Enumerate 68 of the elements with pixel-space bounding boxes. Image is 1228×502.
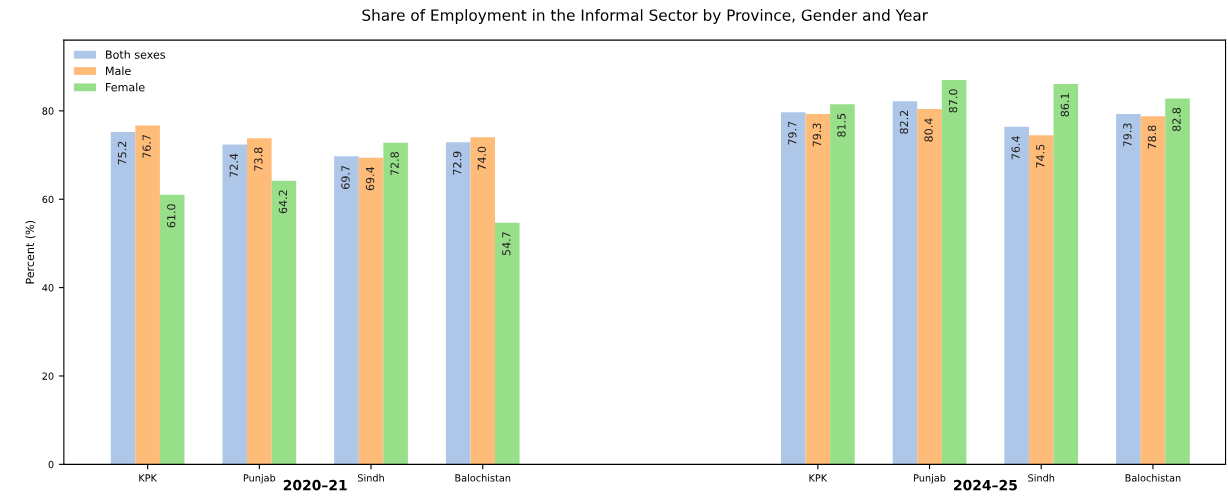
data-label: 87.0	[948, 89, 958, 113]
data-label: 80.4	[924, 118, 933, 142]
data-label: 72.9	[452, 151, 462, 175]
data-label: 82.8	[1172, 107, 1181, 132]
bar	[941, 79, 967, 465]
data-label: 61.0	[167, 204, 176, 228]
bar	[1004, 126, 1029, 465]
bar	[159, 194, 185, 465]
y-tick-label: 0	[48, 460, 54, 469]
data-label: 79.3	[1123, 123, 1132, 147]
data-label: 73.8	[254, 147, 263, 171]
y-axis-title: Percent (%)	[25, 220, 36, 284]
data-label: 79.7	[788, 121, 797, 145]
bar	[222, 144, 248, 465]
x-tick-label: Punjab	[914, 474, 946, 484]
data-label: 82.2	[899, 110, 909, 134]
legend-label: Female	[106, 82, 145, 92]
text: 2020–21	[283, 479, 347, 491]
bar	[383, 142, 408, 465]
x-tick-label: KPK	[139, 474, 158, 482]
bar	[1053, 83, 1079, 465]
x-tick-label: KPK	[809, 474, 828, 482]
data-label: 72.4	[229, 153, 238, 177]
bar	[445, 142, 471, 465]
legend-label: Both sexes	[106, 50, 166, 59]
bar	[892, 101, 918, 465]
data-label: 74.5	[1036, 144, 1045, 168]
data-label: 86.1	[1060, 93, 1070, 117]
bar	[247, 138, 272, 465]
bar	[1028, 135, 1054, 465]
text: 2024–25	[954, 479, 1017, 491]
data-label: 81.5	[837, 113, 846, 137]
x-tick-label: Sindh	[1028, 474, 1055, 482]
data-label: 76.7	[142, 134, 151, 158]
data-label: 69.7	[341, 165, 350, 189]
bar	[358, 157, 384, 465]
data-label: 54.7	[502, 232, 511, 256]
bar	[470, 137, 496, 465]
bar	[780, 112, 806, 465]
bar	[495, 222, 520, 465]
data-label: 75.2	[117, 141, 127, 165]
bar	[1165, 98, 1190, 465]
data-label: 79.3	[812, 123, 822, 147]
bar	[917, 109, 942, 465]
data-label: 64.2	[278, 190, 288, 214]
data-label: 74.0	[477, 146, 486, 170]
data-label: 76.4	[1011, 135, 1020, 160]
bar	[334, 156, 359, 465]
x-tick-label: Balochistan	[455, 474, 511, 482]
y-tick-label: 80	[42, 107, 54, 115]
bar	[805, 113, 831, 465]
bar	[110, 132, 136, 465]
data-label: 69.4	[365, 166, 375, 191]
data-label: 78.8	[1147, 125, 1157, 149]
y-tick-label: 40	[42, 284, 54, 292]
data-label: 72.8	[390, 152, 399, 176]
x-tick-label: Sindh	[357, 474, 384, 482]
bar	[1140, 116, 1166, 465]
x-tick-label: Punjab	[243, 474, 276, 484]
y-tick-label: 60	[42, 195, 54, 204]
y-tick-label: 20	[42, 372, 54, 380]
bar	[271, 180, 297, 465]
bar	[830, 104, 855, 465]
chart-title: Share of Employment in the Informal Sector by Province, Gender and Year	[362, 9, 928, 24]
x-tick-label: Balochistan	[1125, 474, 1181, 482]
bar	[135, 125, 160, 465]
bar	[1116, 113, 1141, 465]
legend-label: Male	[106, 66, 131, 76]
